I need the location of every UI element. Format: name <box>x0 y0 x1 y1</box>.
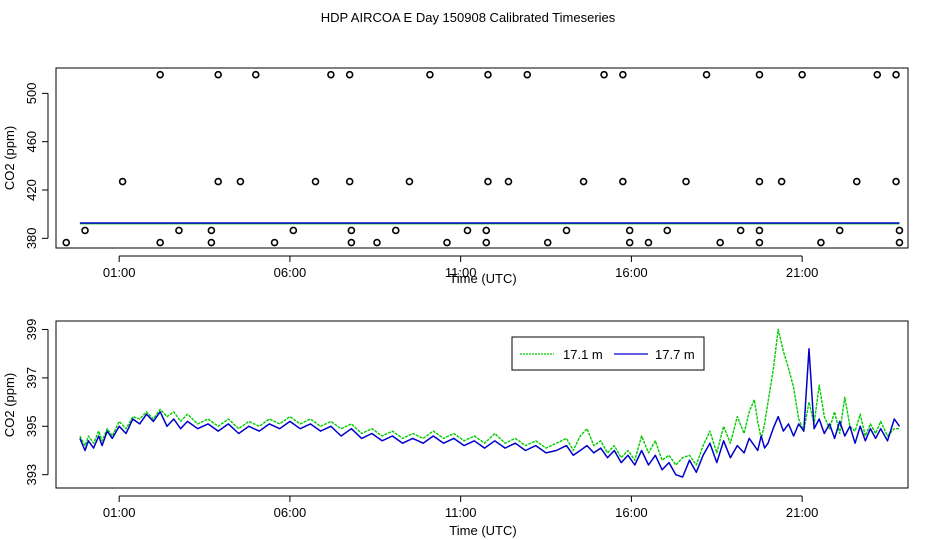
calibration-point <box>755 226 764 235</box>
panel-detail-data <box>79 328 901 478</box>
figure-title: HDP AIRCOA E Day 150908 Calibrated Times… <box>321 10 616 25</box>
calibration-point <box>81 226 89 235</box>
calibration-point <box>619 177 627 186</box>
calibration-point <box>270 238 279 247</box>
panel-raw-x-label: Time (UTC) <box>449 271 516 286</box>
y-tick-label: 500 <box>24 83 39 105</box>
calibration-point <box>817 238 825 247</box>
calibration-point <box>156 70 164 79</box>
x-tick-label: 16:00 <box>615 265 648 280</box>
panel-raw-x-axis: 01:00 06:00 11:00 16:00 21:00 <box>103 255 819 280</box>
calibration-point <box>562 226 571 235</box>
calibration-point <box>214 177 223 186</box>
y-tick-label: 420 <box>24 179 39 201</box>
calibration-point <box>463 226 472 235</box>
calibration-point <box>619 70 627 79</box>
calibration-point <box>251 70 260 79</box>
calibration-point <box>579 177 588 186</box>
legend: 17.1 m 17.7 m <box>511 336 705 371</box>
calibration-point <box>625 226 634 235</box>
calibration-point <box>543 238 552 247</box>
calibration-point <box>892 177 900 186</box>
panel-raw: 01:00 06:00 11:00 16:00 21:00 380 420 460 500 T… <box>2 67 909 286</box>
calibration-point <box>214 70 223 79</box>
panel-detail: 01:00 06:00 11:00 16:00 21:00 393 395 397 399 T… <box>2 319 909 538</box>
calibration-point <box>625 238 634 247</box>
calibration-point <box>798 70 806 79</box>
calibration-point <box>644 238 653 247</box>
calibration-point <box>835 226 844 235</box>
panel-raw-y-label: CO2 (ppm) <box>2 126 17 190</box>
x-tick-label: 01:00 <box>103 505 136 520</box>
calibration-point <box>852 177 861 186</box>
y-tick-label: 460 <box>24 131 39 153</box>
legend-label-17-1m: 17.1 m <box>563 347 603 362</box>
series-line-17-1-m <box>79 328 900 466</box>
x-tick-label: 06:00 <box>274 265 307 280</box>
calibration-point <box>345 177 354 186</box>
y-tick-label: 397 <box>24 367 39 389</box>
calibration-point <box>755 238 764 247</box>
y-tick-label: 395 <box>24 415 39 437</box>
calibration-point <box>391 226 400 235</box>
calibration-point <box>405 177 414 186</box>
calibration-point <box>600 70 608 79</box>
x-tick-label: 01:00 <box>103 265 136 280</box>
calibration-point <box>482 226 491 235</box>
calibration-point <box>523 70 532 79</box>
y-tick-label: 380 <box>24 227 39 249</box>
calibration-point <box>663 226 672 235</box>
calibration-point <box>702 70 711 79</box>
panel-raw-data <box>62 70 904 247</box>
calibration-point <box>345 70 354 79</box>
x-tick-label: 06:00 <box>274 505 307 520</box>
legend-label-17-7m: 17.7 m <box>655 347 695 362</box>
calibration-point <box>373 238 381 247</box>
calibration-point <box>484 70 492 79</box>
calibration-point <box>895 226 904 235</box>
panel-detail-frame <box>55 320 909 489</box>
calibration-point <box>777 177 786 186</box>
calibration-point <box>347 226 356 235</box>
calibration-point <box>62 238 71 247</box>
calibration-point <box>873 70 882 79</box>
panel-detail-y-label: CO2 (ppm) <box>2 373 17 437</box>
calibration-point <box>311 177 320 186</box>
calibration-point <box>482 238 491 247</box>
calibration-point <box>118 177 127 186</box>
panel-raw-frame <box>55 67 909 249</box>
calibration-point <box>236 177 245 186</box>
x-tick-label: 21:00 <box>786 265 819 280</box>
calibration-point <box>156 238 164 247</box>
calibration-point <box>347 238 356 247</box>
panel-detail-x-label: Time (UTC) <box>449 523 516 538</box>
y-tick-label: 399 <box>24 319 39 341</box>
calibration-point <box>289 226 298 235</box>
calibration-point <box>207 226 216 235</box>
calibration-point <box>682 177 690 186</box>
calibration-point <box>175 226 183 235</box>
calibration-point <box>755 177 764 186</box>
calibration-point <box>504 177 513 186</box>
series-line-17-7-m <box>79 348 901 478</box>
y-tick-label: 393 <box>24 464 39 486</box>
x-tick-label: 21:00 <box>786 505 819 520</box>
calibration-point <box>426 70 434 79</box>
calibration-point <box>443 238 451 247</box>
panel-detail-y-axis: 393 395 397 399 <box>24 319 49 486</box>
calibration-point <box>736 226 745 235</box>
calibration-point <box>895 238 904 247</box>
calibration-point <box>755 70 764 79</box>
panel-detail-x-axis: 01:00 06:00 11:00 16:00 21:00 <box>103 495 819 520</box>
x-tick-label: 16:00 <box>615 505 648 520</box>
panel-raw-y-axis: 380 420 460 500 <box>24 83 49 249</box>
calibration-point <box>207 238 216 247</box>
calibration-point <box>327 70 335 79</box>
calibration-point <box>892 70 900 79</box>
calibration-point <box>716 238 724 247</box>
x-tick-label: 11:00 <box>445 265 477 280</box>
x-tick-label: 11:00 <box>445 505 477 520</box>
calibration-point <box>484 177 492 186</box>
